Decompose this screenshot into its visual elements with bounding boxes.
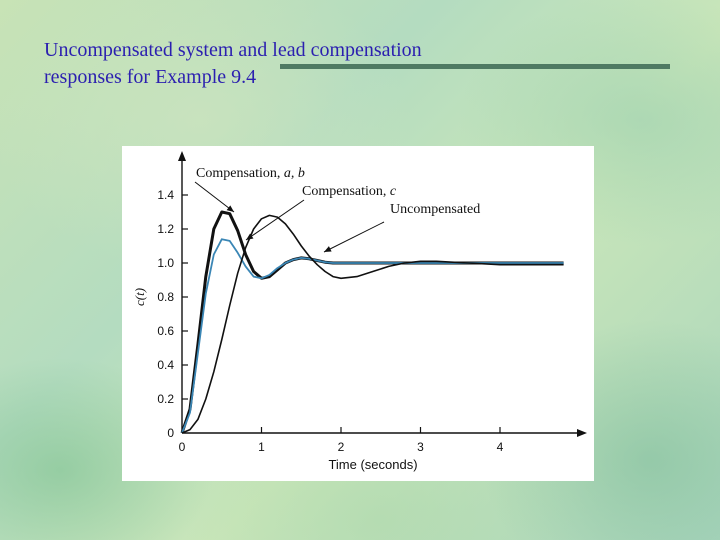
- annotation-label: Compensation, c: [302, 184, 397, 199]
- x-tick-label: 1: [258, 440, 265, 454]
- annotation-text: Compensation,: [302, 184, 390, 199]
- figure-panel: 0.2 0.4 0.6 0.8 1.0 1.2 1.4 0 0 1 2 3 4 Time (seconds…: [122, 146, 594, 481]
- y-tick-label: 0.8: [157, 290, 174, 304]
- annotation-text: Uncompensated: [390, 202, 480, 217]
- y-tick-label: 0.4: [157, 358, 174, 372]
- annotation-arrowhead: [226, 205, 234, 212]
- y-tick-label: 1.0: [157, 256, 174, 270]
- annotation-arrowhead: [246, 233, 254, 240]
- annotation-label: Uncompensated: [390, 202, 480, 217]
- y-axis-arrowhead: [178, 151, 186, 161]
- y-tick-label: 1.2: [157, 222, 174, 236]
- y-tick-label: 0.2: [157, 392, 174, 406]
- annotation-variable: a, b: [284, 166, 305, 181]
- annotation-arrowhead: [324, 246, 332, 252]
- x-tick-label: 0: [179, 440, 186, 454]
- annotation-leader-line: [245, 199, 305, 241]
- slide-title: Uncompensated system and lead compensati…: [44, 37, 544, 91]
- title-underline-bar: [280, 64, 670, 69]
- annotation-leader-line: [323, 221, 385, 253]
- x-axis-arrowhead: [577, 429, 587, 437]
- chart-series: [180, 210, 564, 434]
- y-tick-label: 0.6: [157, 324, 174, 338]
- slide-title-line-1: Uncompensated system and lead compensati…: [44, 39, 422, 61]
- x-axis-title: Time (seconds): [328, 457, 417, 472]
- y-axis-title: c(t): [132, 288, 147, 306]
- y-origin-label: 0: [167, 426, 174, 440]
- series-line: [181, 238, 564, 434]
- series-line: [181, 214, 564, 434]
- y-tick-label: 1.4: [157, 188, 174, 202]
- annotation-label: Compensation, a, b: [196, 166, 305, 181]
- response-chart: 0.2 0.4 0.6 0.8 1.0 1.2 1.4 00 1 2 3 4 Time (seconds…: [132, 151, 587, 472]
- series-line: [180, 210, 564, 434]
- annotation-text: Compensation,: [196, 166, 284, 181]
- slide-title-line-2: responses for Example 9.4: [44, 66, 257, 88]
- chart-ticks: 0.2 0.4 0.6 0.8 1.0 1.2 1.4 00 1 2 3 4 Time (seconds…: [132, 188, 504, 472]
- x-tick-label: 2: [338, 440, 345, 454]
- annotation-variable: c: [390, 184, 397, 199]
- annotation-leader-line: [194, 181, 235, 213]
- x-tick-label: 3: [417, 440, 424, 454]
- x-tick-label: 4: [497, 440, 504, 454]
